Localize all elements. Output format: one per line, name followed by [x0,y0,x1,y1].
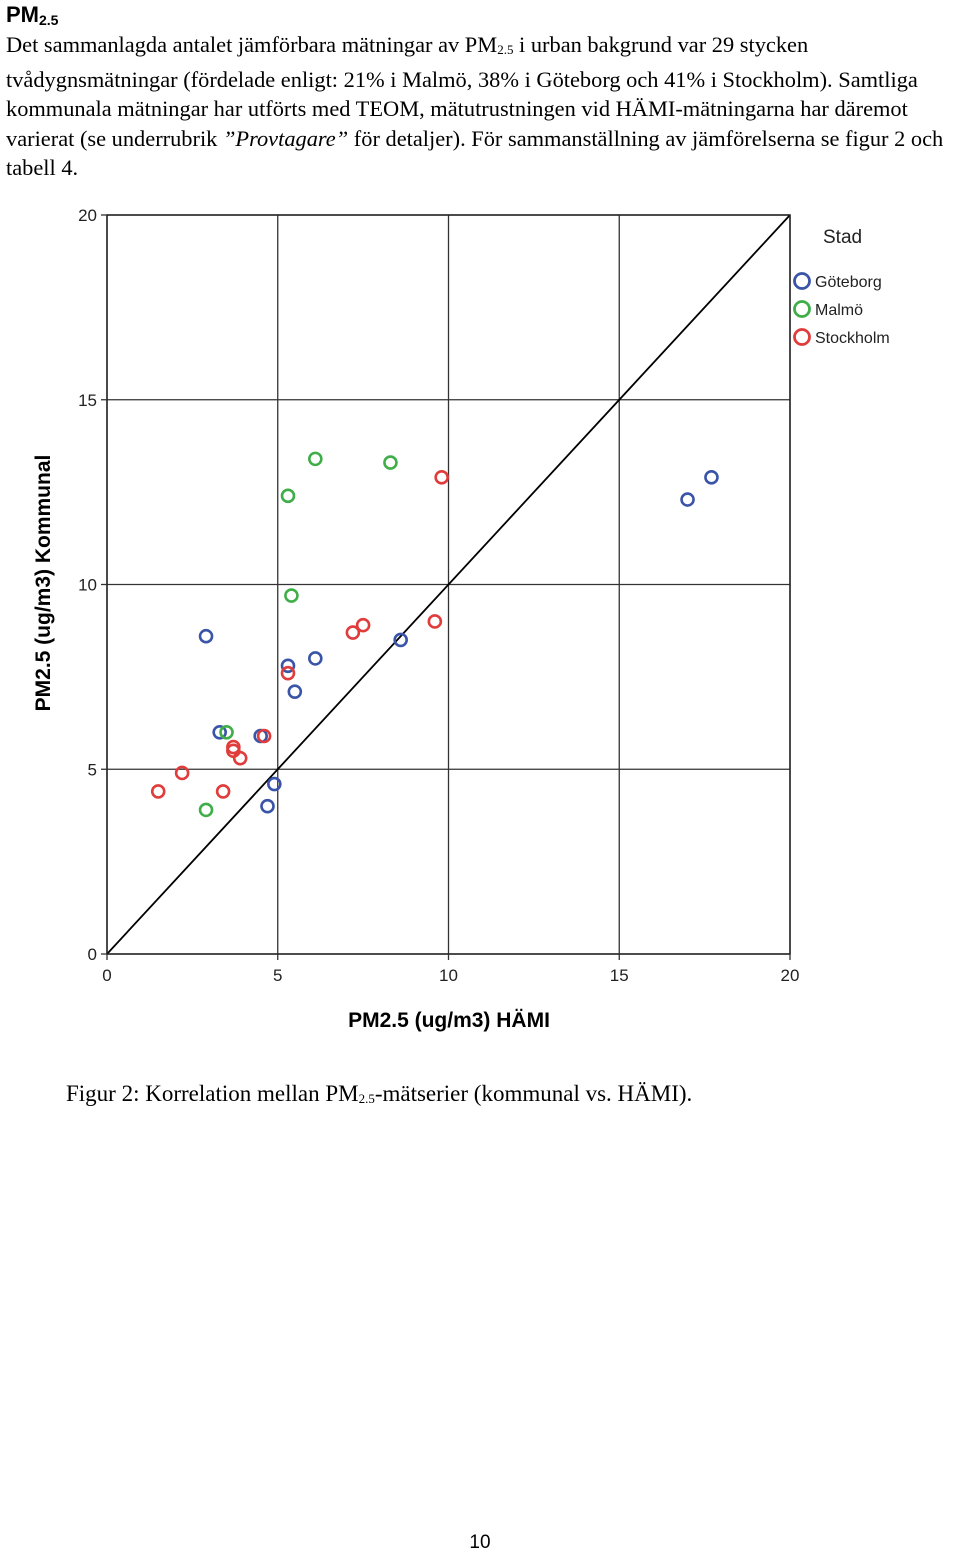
x-tick-label: 15 [610,966,629,985]
point-malmo [284,588,299,603]
tick-labels: 0 5 10 15 20 0 5 10 15 20 [78,206,799,985]
caption-subscript: 2.5 [358,1091,375,1106]
point-goteborg [198,628,214,644]
figure-caption: Figur 2: Korrelation mellan PM2.5-mätser… [66,1079,692,1114]
paragraph-italic-term: ”Provtagare” [222,125,349,151]
point-goteborg [267,776,282,792]
page-number: 10 [469,1532,491,1553]
point-goteborg [308,651,323,666]
y-tick-label: 15 [78,391,97,410]
x-tick-label: 0 [102,966,111,985]
heading-subscript: 2.5 [39,12,59,28]
point-malmo [383,455,398,470]
point-stockholm [215,784,231,799]
body-paragraph: Det sammanlagda antalet jämförbara mätni… [6,30,956,183]
point-stockholm [174,765,190,781]
point-malmo [198,802,214,818]
x-tick-label: 5 [273,966,282,985]
point-stockholm [256,728,272,744]
paragraph-part-1: Det sammanlagda antalet jämförbara mätni… [6,32,498,57]
legend-title: Stad [823,227,862,248]
point-stockholm [226,739,241,755]
y-tick-label: 10 [78,576,97,595]
point-goteborg [680,492,695,507]
point-goteborg [260,798,275,814]
legend-label-goteborg: Göteborg [815,274,882,291]
y-tick-label: 5 [88,760,97,779]
legend-label-stockholm: Stockholm [815,330,890,347]
point-malmo [280,488,296,504]
identity-line [106,214,791,955]
point-stockholm [150,784,166,799]
legend-marker-goteborg [793,272,811,290]
y-axis-label: PM2.5 (ug/m3) Kommunal [32,455,55,712]
legend-marker-stockholm [793,328,811,346]
scatter-chart: 0 5 10 15 20 0 5 10 15 20 PM2.5 (ug/m3) HÄMI PM2.… [32,206,890,1032]
legend-marker-malmo [793,300,811,318]
heading-text: PM [6,2,39,27]
chart-axes [101,214,791,960]
point-goteborg [393,632,408,648]
x-axis-label: PM2.5 (ug/m3) HÄMI [348,1009,550,1032]
point-goteborg [704,470,719,485]
chart-legend: Stad Göteborg Malmö Stockholm [793,227,890,347]
legend-label-malmo: Malmö [815,302,863,319]
point-stockholm [280,665,296,681]
data-points [150,451,719,818]
caption-part-2: -mätserier (kommunal vs. HÄMI). [374,1081,693,1106]
x-tick-label: 10 [439,966,458,985]
y-tick-label: 0 [88,945,97,964]
section-heading: PM2.5 [6,0,58,35]
paragraph-subscript: 2.5 [497,42,514,57]
x-tick-label: 20 [781,966,800,985]
point-stockholm [434,470,449,485]
point-malmo [219,724,234,740]
point-goteborg [280,658,296,674]
point-stockholm [355,617,371,633]
point-malmo [308,451,323,467]
point-stockholm [427,614,443,629]
paragraph-part-3: för detaljer). För sammanställning av jä… [6,125,944,181]
point-goteborg [212,724,227,740]
point-goteborg [287,684,303,699]
point-stockholm [345,625,361,640]
caption-part-1: Figur 2: Korrelation mellan PM [66,1081,359,1106]
y-tick-label: 20 [78,206,97,225]
point-stockholm [232,750,248,766]
paragraph-part-2: i urban bakgrund var 29 stycken tvådygns… [6,32,918,151]
